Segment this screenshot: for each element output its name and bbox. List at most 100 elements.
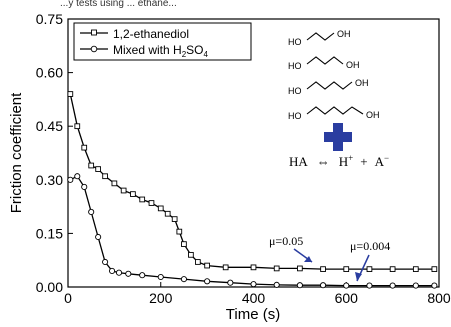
series-0-point-24 [343, 266, 350, 272]
series-0-point-25 [366, 266, 373, 272]
series-1-point-16 [296, 282, 303, 289]
diol3-ho: HO [288, 86, 302, 96]
series-0-point-26 [389, 266, 396, 272]
propanediol-structure [306, 56, 344, 65]
x-axis-label: Time (s) [226, 306, 280, 323]
x-tick-label-4: 800 [427, 290, 451, 306]
series-0-point-20 [250, 264, 257, 271]
series-1-point-1 [74, 173, 81, 180]
series-1-point-4 [95, 233, 102, 241]
series-1-point-17 [320, 282, 327, 289]
y-tick-label-5: 0.75 [36, 11, 63, 27]
annotation-arrowhead-2 [355, 272, 362, 281]
legend-label-1: 1,2-ethanediol [113, 27, 189, 41]
series-0-point-10 [148, 200, 155, 206]
diol1-oh: OH [337, 29, 351, 39]
series-0-point-5 [102, 173, 108, 180]
series-0-point-11 [157, 205, 164, 212]
legend-box [73, 22, 252, 61]
series-0-point-28 [431, 266, 438, 272]
molecule-inset [306, 32, 364, 115]
annotation-mu-0004: μ=0.004 [350, 239, 390, 253]
x-tick-label-2: 400 [242, 290, 266, 306]
axis-ticks: 0 200 400 600 800 0.00 0.15 0.30 0.45 0.60 0.75 [36, 11, 451, 306]
molecule-labels: HO OH HO OH HO OH HO OH [288, 29, 380, 121]
annotation-arrowhead-1 [304, 256, 312, 262]
series-1-point-21 [412, 282, 419, 289]
series-0-point-4 [95, 166, 101, 172]
x-tick-label-0: 0 [64, 290, 72, 306]
diol4-oh: OH [366, 110, 380, 120]
propanediol-chain [306, 56, 344, 65]
x-tick-label-3: 600 [335, 290, 359, 306]
series-0-point-17 [194, 259, 201, 265]
y-tick-label-0: 0.00 [36, 279, 63, 295]
series-0-point-12 [164, 210, 171, 217]
diol1-ho: HO [288, 37, 302, 47]
series-0-point-23 [320, 266, 326, 272]
series-1-point-14 [250, 281, 257, 288]
butanediol-structure [306, 81, 353, 90]
series-0-point-21 [273, 265, 280, 272]
series-0-point-16 [188, 251, 194, 258]
series-1-point-2 [81, 183, 88, 190]
series-1-point-19 [366, 282, 373, 289]
diol3-oh: OH [355, 78, 369, 88]
series-1-point-10 [157, 273, 164, 281]
series-1-point-6 [109, 267, 116, 274]
y-axis-label: Friction coefficient [8, 92, 25, 213]
series-1-point-11 [180, 276, 187, 283]
annotation-mu-005: μ=0.05 [269, 234, 303, 248]
series-1-point-5 [102, 258, 109, 266]
series-1-point-3 [88, 208, 95, 216]
series-1-point-18 [343, 282, 350, 289]
diol2-ho: HO [288, 61, 302, 71]
series-0-point-0 [67, 91, 74, 97]
y-tick-label-2: 0.30 [36, 172, 63, 188]
legend: 1,2-ethanediol Mixed with H2SO4 [73, 22, 252, 61]
x-tick-label-1: 200 [149, 290, 173, 306]
pentanediol-structure [306, 106, 364, 115]
series-0-point-3 [88, 162, 95, 169]
series-0-point-14 [176, 228, 183, 235]
y-tick-label-3: 0.45 [36, 118, 63, 134]
series-1-point-8 [125, 270, 132, 277]
series-0-point-13 [171, 216, 178, 222]
y-tick-label-4: 0.60 [36, 65, 63, 81]
ethanediol-structure [306, 32, 335, 41]
diol4-ho: HO [288, 111, 302, 121]
diol2-oh: OH [346, 60, 360, 70]
series-0-point-9 [139, 196, 146, 203]
series-0-point-15 [181, 241, 187, 247]
series-1-point-9 [139, 272, 146, 279]
acid-equation: HA ⇔ H+ + A− [289, 153, 389, 169]
cut-caption: ...y tests using ... ethane... [60, 0, 177, 9]
series-1-point-13 [227, 279, 234, 286]
series-0-point-22 [297, 265, 303, 272]
series-0-point-1 [74, 123, 81, 130]
series-0-point-8 [130, 191, 136, 197]
series-0-point-19 [222, 264, 229, 271]
series-layer [67, 91, 438, 289]
series-1-point-20 [389, 282, 396, 289]
series-1-point-22 [431, 282, 438, 289]
plus-icon [324, 123, 352, 151]
series-0-point-27 [412, 266, 419, 272]
butanediol-chain [306, 81, 353, 90]
legend-marker-circle [90, 45, 98, 53]
series-1-point-7 [115, 269, 123, 276]
series-1-point-0 [67, 176, 74, 183]
series-0-point-18 [204, 262, 210, 269]
pentanediol-chain [306, 106, 364, 115]
ethanediol-chain [306, 32, 335, 41]
y-tick-label-1: 0.15 [36, 225, 63, 241]
series-1-point-15 [273, 281, 280, 288]
series-0-point-6 [111, 180, 118, 187]
series-0-point-2 [81, 144, 88, 151]
plus-bar-horizontal [324, 132, 352, 142]
series-1-point-12 [204, 278, 211, 285]
series-0-point-7 [120, 187, 127, 194]
legend-label-2: Mixed with H2SO4 [113, 43, 208, 59]
legend-marker-square [91, 29, 97, 36]
